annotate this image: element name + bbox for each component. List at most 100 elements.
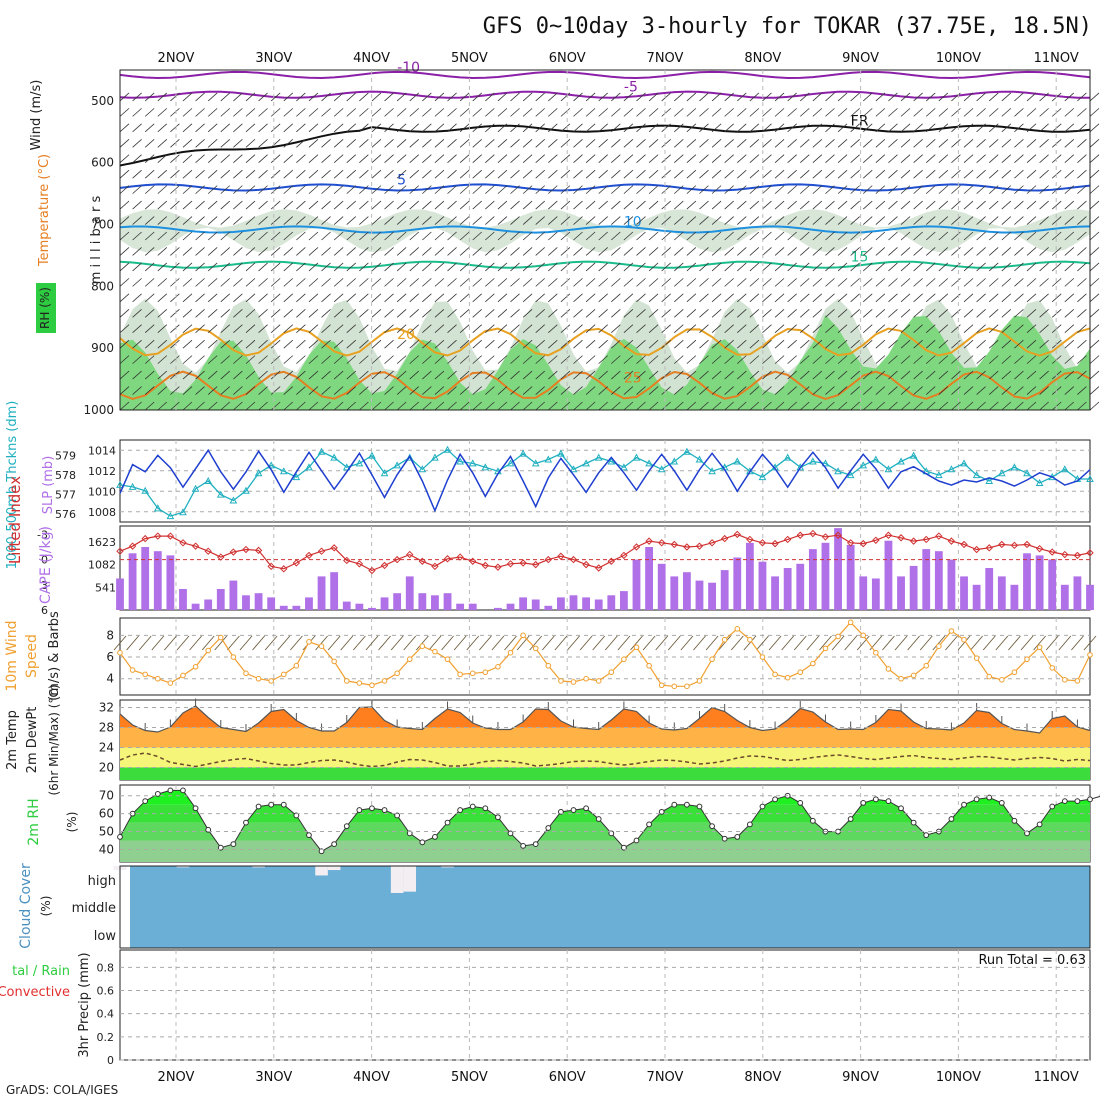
wind-barb (144, 247, 155, 256)
wind-barb (900, 108, 911, 117)
li-point (645, 537, 653, 545)
wind-barb (737, 247, 747, 256)
wind-barb (182, 324, 193, 334)
wind-barb (963, 247, 974, 256)
li-point (909, 537, 918, 545)
wind-speed-point (583, 675, 589, 682)
wind-barb (409, 308, 420, 318)
wind-barb (636, 154, 646, 164)
wind-barb (233, 355, 243, 364)
wind-barb (850, 401, 860, 411)
surface-wind-barb (945, 635, 958, 651)
li-point (859, 539, 867, 548)
wind-barb (988, 386, 999, 395)
wind-speed-point (658, 682, 665, 689)
cape-bar (972, 584, 981, 610)
wind-barb (1077, 262, 1087, 272)
wind-barb (837, 278, 848, 287)
wind-barb (296, 92, 306, 102)
wind-barb (1039, 231, 1049, 241)
wind-barb (686, 262, 697, 272)
wind-barb (371, 278, 382, 287)
thickness-point (242, 486, 250, 494)
wind-barb (245, 200, 256, 210)
wind-barb (321, 324, 331, 334)
wind-barb (535, 200, 545, 210)
wind-barb (925, 200, 936, 210)
wind-barb (636, 138, 646, 148)
wind-barb (988, 108, 999, 117)
wind-barb (573, 247, 583, 256)
wind-barb (296, 154, 306, 164)
wind-barb (799, 278, 810, 287)
wind-barb (875, 308, 886, 318)
wind-barb (787, 262, 797, 272)
cape-bar (1010, 584, 1019, 610)
wind-barb (472, 308, 482, 318)
thickness-point (368, 451, 376, 459)
wind-barb (233, 138, 243, 148)
tick-label: 3 (41, 579, 48, 592)
wind-barb (472, 324, 482, 334)
wind-barb (711, 308, 722, 318)
rh-point (507, 830, 514, 837)
wind-barb (799, 200, 810, 210)
bottom-date-label: 2NOV (158, 1070, 195, 1085)
wind-barb (321, 401, 331, 411)
wind-barb (774, 386, 785, 395)
wind-barb (409, 123, 420, 133)
wind-speed-point (910, 672, 917, 679)
rh-point (746, 821, 753, 828)
wind-barb (1089, 339, 1100, 349)
wind-barb (648, 108, 659, 117)
wind-barb (447, 386, 457, 395)
wind-barb (875, 200, 886, 210)
wind-barb (737, 92, 747, 102)
wind-barb (119, 185, 130, 194)
wind-barb (938, 262, 949, 272)
temp-band (120, 747, 1090, 768)
wind-barb (560, 324, 571, 334)
wind-barb (1064, 216, 1075, 225)
wind-barb (195, 231, 205, 241)
axis-label: 2m RH (26, 798, 42, 845)
wind-barb (497, 138, 508, 148)
rh-point (721, 835, 728, 842)
wind-barb (1014, 108, 1024, 117)
wind-panel-frame (119, 617, 1091, 696)
wind-barb (611, 401, 621, 411)
wind-barb (938, 138, 949, 148)
wind-barb (157, 231, 168, 241)
wind-barb (611, 169, 621, 179)
thickness-point (859, 461, 868, 469)
wind-barb (686, 293, 697, 303)
wind-barb (220, 200, 231, 210)
wind-barb (308, 401, 319, 411)
wind-barb (737, 386, 747, 395)
wind-barb (384, 200, 394, 210)
wind-barb (711, 216, 722, 225)
wind-barb (422, 200, 432, 210)
wind-barb (674, 308, 684, 318)
thickness-point (116, 480, 124, 488)
tick-label: 60 (99, 807, 114, 821)
wind-barb (724, 138, 734, 148)
wind-barb (422, 386, 432, 395)
wind-speed-point (759, 654, 766, 660)
wind-barb (548, 262, 558, 272)
thickness-point (821, 459, 830, 467)
li-point (582, 560, 590, 569)
rh-point (885, 798, 892, 805)
wind-barb (988, 324, 999, 334)
wind-barb (1014, 154, 1024, 164)
wind-barb (170, 154, 180, 164)
wind-barb (270, 154, 281, 164)
wind-barb (837, 386, 848, 395)
wind-barb (875, 123, 886, 133)
wind-speed-point (167, 680, 174, 686)
wind-barb (384, 108, 394, 117)
wind-barb (560, 92, 571, 102)
wind-barb (888, 308, 898, 318)
li-point (456, 553, 464, 561)
wind-speed-point (898, 675, 904, 682)
